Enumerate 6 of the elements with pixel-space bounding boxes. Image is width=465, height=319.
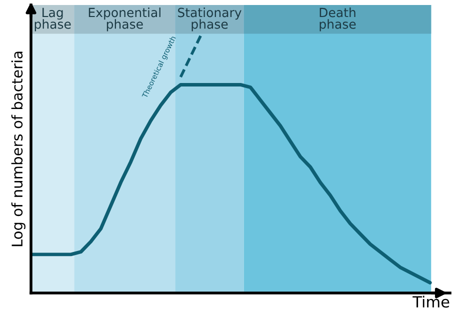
text: Death phase — [320, 8, 356, 32]
text: Stationary phase — [178, 8, 242, 32]
text: Lag phase — [34, 8, 71, 32]
y-axis-title: Log of numbers of bacteria — [11, 52, 26, 246]
x-axis-title: Time — [412, 296, 450, 308]
text: Exponential phase — [88, 8, 160, 32]
